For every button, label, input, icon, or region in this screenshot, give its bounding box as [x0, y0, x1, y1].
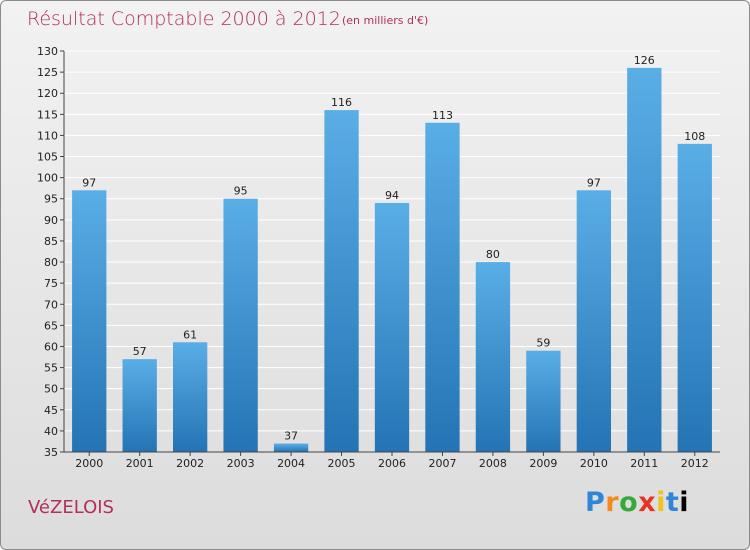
y-tick-label: 105	[37, 151, 58, 164]
y-tick-label: 80	[44, 256, 58, 269]
y-axis-ticks: 35 40 45 50 55 60 65 70 75 80 85 90 95 100 105 110 115 12…	[37, 45, 64, 459]
bar	[374, 202, 410, 452]
bar-value-label: 116	[331, 96, 352, 109]
y-tick-label: 100	[37, 172, 58, 185]
bar-value-label: 97	[587, 176, 601, 189]
logo-letter: P	[585, 487, 606, 518]
bar	[576, 190, 612, 452]
commune-name: VéZELOIS	[28, 497, 114, 518]
bar	[72, 190, 107, 452]
logo-letter: t	[665, 487, 680, 518]
x-tick-label: 2010	[580, 457, 608, 470]
y-tick-label: 40	[44, 425, 58, 438]
bar-value-label: 59	[536, 337, 550, 350]
bar	[273, 443, 309, 452]
bar-value-label: 126	[634, 54, 655, 67]
y-tick-label: 110	[37, 129, 58, 142]
y-tick-label: 75	[44, 277, 58, 290]
x-tick-label: 2006	[378, 457, 406, 470]
bar	[425, 122, 460, 452]
x-tick-label: 2000	[75, 457, 103, 470]
bar	[223, 198, 258, 452]
y-tick-label: 120	[37, 87, 58, 100]
y-tick-label: 115	[37, 108, 58, 121]
y-tick-label: 55	[44, 362, 58, 375]
y-tick-label: 130	[37, 45, 58, 58]
proxiti-logo: Proxiti	[585, 487, 689, 518]
logo-letter: r	[605, 487, 620, 518]
logo-letter: i	[679, 487, 690, 518]
y-tick-label: 65	[44, 319, 58, 332]
data-labels: 97 57 61 95 37 116 94 113 80 59 97 126 108	[82, 54, 705, 443]
x-tick-label: 2007	[428, 457, 456, 470]
x-tick-label: 2008	[479, 457, 507, 470]
bar-value-label: 57	[133, 345, 147, 358]
bar-value-label: 37	[284, 430, 298, 443]
bar-value-label: 94	[385, 189, 399, 202]
x-axis-ticks: 2000 2001 2002 2003 2004 2005 2006 2007 2008 2009…	[75, 452, 709, 470]
bar	[324, 110, 359, 453]
logo-letter: x	[638, 487, 657, 518]
bar-value-label: 80	[486, 248, 500, 261]
x-tick-label: 2002	[176, 457, 204, 470]
x-tick-label: 2003	[227, 457, 255, 470]
x-tick-label: 2009	[529, 457, 557, 470]
y-tick-label: 125	[37, 66, 58, 79]
y-tick-label: 60	[44, 340, 58, 353]
y-tick-label: 50	[44, 383, 58, 396]
logo-letter: o	[619, 487, 639, 518]
bar-value-label: 97	[82, 176, 96, 189]
bar	[677, 143, 712, 452]
bar-value-label: 95	[234, 185, 248, 198]
bar	[627, 67, 662, 452]
y-tick-label: 90	[44, 214, 58, 227]
x-tick-label: 2012	[681, 457, 709, 470]
bar-value-label: 61	[183, 328, 197, 341]
x-tick-label: 2004	[277, 457, 305, 470]
logo-letter: i	[656, 487, 666, 518]
bar-value-label: 108	[684, 130, 705, 143]
x-tick-label: 2011	[630, 457, 658, 470]
chart-subtitle: (en milliers d'€)	[342, 14, 429, 27]
y-tick-label: 70	[44, 298, 58, 311]
bar-value-label: 113	[432, 109, 453, 122]
chart-title: Résultat Comptable 2000 à 2012	[27, 8, 341, 30]
x-tick-label: 2005	[328, 457, 356, 470]
bar	[172, 342, 208, 452]
y-tick-label: 45	[44, 404, 58, 417]
y-tick-label: 35	[44, 446, 58, 459]
x-tick-label: 2001	[126, 457, 154, 470]
y-tick-label: 85	[44, 235, 58, 248]
bar	[526, 350, 561, 452]
bars	[72, 67, 712, 453]
y-tick-label: 95	[44, 193, 58, 206]
bar	[475, 262, 511, 452]
bar	[122, 359, 157, 452]
